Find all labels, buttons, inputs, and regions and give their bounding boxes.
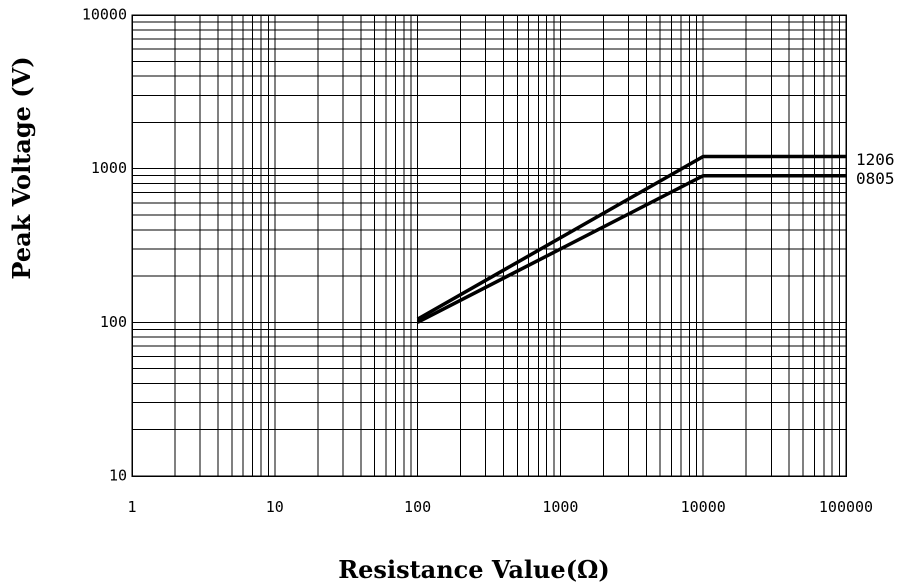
y-tick-label: 100 — [100, 313, 127, 331]
plot-frame — [131, 14, 847, 477]
series-line-0805 — [416, 173, 846, 324]
series-label-0805: 0805 — [856, 169, 895, 188]
series-labels: 1206 0805 — [856, 150, 895, 188]
series-label-1206: 1206 — [856, 150, 895, 169]
x-tick-label: 10 — [266, 498, 284, 516]
y-tick-label: 10 — [109, 467, 127, 485]
grid — [131, 15, 846, 477]
x-tick-labels: 1 10 100 1000 10000 100000 — [127, 498, 873, 516]
y-tick-label: 10000 — [82, 6, 127, 24]
x-tick-label: 1000 — [542, 498, 578, 516]
y-tick-label: 1000 — [91, 159, 127, 177]
series-lines — [416, 154, 846, 324]
x-tick-label: 100 — [404, 498, 431, 516]
x-tick-label: 1 — [127, 498, 136, 516]
x-tick-label: 10000 — [681, 498, 726, 516]
series-line-1206 — [416, 154, 846, 321]
y-axis-title: Peak Voltage (V) — [7, 56, 36, 279]
x-tick-label: 100000 — [819, 498, 873, 516]
y-tick-labels: 10 100 1000 10000 — [82, 6, 127, 485]
x-axis-title: Resistance Value(Ω) — [338, 555, 610, 584]
